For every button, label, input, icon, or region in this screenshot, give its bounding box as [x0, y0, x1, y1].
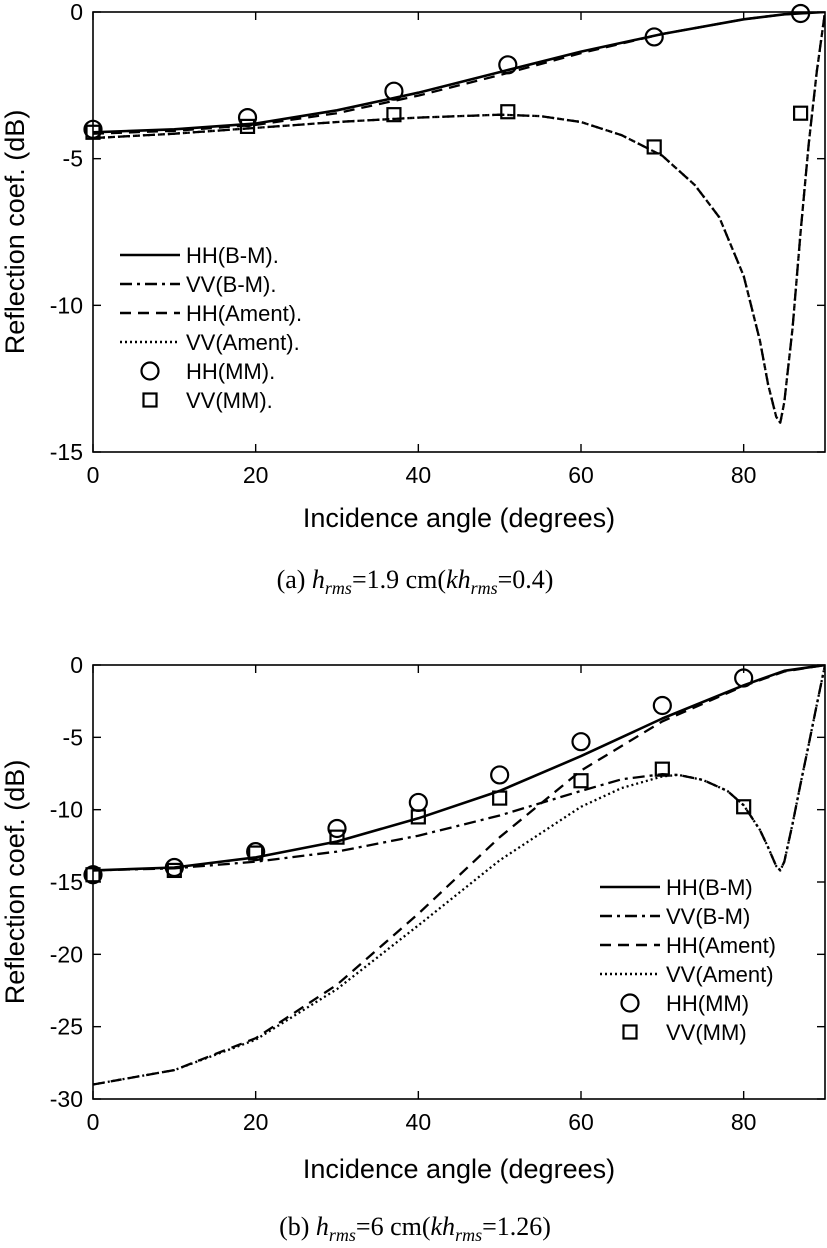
hh-mm-point	[237, 107, 258, 128]
y-tick-label: -15	[50, 439, 83, 465]
series-line-solid	[93, 12, 825, 134]
chart-b: 0 20 40 60 80 0 -5 -10 -15 -20 -25 -30 Incidence ang…	[0, 652, 826, 1245]
vv-mm-point	[248, 845, 264, 861]
vv-mm-point	[646, 139, 662, 155]
series-line-solid	[93, 665, 825, 872]
legend-label: VV(Ament).	[186, 330, 300, 355]
hh-mm-point	[644, 27, 664, 47]
y-tick-label: -10	[50, 292, 83, 318]
vv-mm-point	[329, 829, 345, 845]
legend-label: HH(MM)	[666, 991, 749, 1016]
legend-label: HH(MM).	[186, 359, 275, 384]
x-tick-label: 0	[87, 1109, 100, 1135]
vv-mm-point	[492, 790, 508, 806]
y-tick-label: 0	[70, 0, 83, 25]
y-tick-label: -15	[50, 869, 83, 895]
vv-mm-point	[573, 773, 589, 789]
vv-mm-point	[410, 809, 426, 825]
figure-caption: (b) hrms=6 cm(khrms=1.26)	[279, 1212, 551, 1245]
y-tick-label: -20	[50, 941, 83, 967]
vv-mm-point	[654, 761, 670, 777]
vv-mm-point	[166, 862, 182, 879]
y-axis-label: Reflection coef. (dB)	[0, 110, 30, 355]
vv-mm-point	[85, 124, 101, 140]
y-tick-label: -30	[50, 1086, 83, 1112]
legend-label: HH(Ament).	[186, 301, 302, 326]
legend-label: HH(Ament)	[666, 933, 776, 958]
series-line-dashed	[93, 665, 825, 1086]
y-tick-label: -5	[63, 724, 83, 750]
legend-label: HH(B-M)	[666, 875, 753, 900]
hh-mm-point	[734, 668, 754, 688]
vv-mm-point	[736, 799, 752, 815]
legend-marker-square	[622, 1024, 638, 1040]
hh-mm-point	[490, 765, 510, 785]
legend-label: VV(B-M).	[186, 272, 276, 297]
series-line-dotted	[93, 665, 825, 1086]
y-tick-label: 0	[70, 652, 83, 678]
hh-mm-point	[83, 865, 103, 885]
hh-mm-point	[327, 818, 347, 839]
legend-marker-circle	[140, 361, 160, 381]
y-tick-label: -5	[63, 146, 83, 172]
legend-marker-circle	[620, 993, 640, 1013]
x-tick-label: 0	[87, 462, 100, 488]
x-tick-label: 40	[406, 1109, 432, 1135]
y-axis-label: Reflection coef. (dB)	[0, 760, 30, 1005]
vv-mm-point	[386, 107, 402, 123]
x-tick-label: 20	[243, 1109, 269, 1135]
legend-label: VV(MM).	[186, 388, 273, 413]
x-axis-label: Incidence angle (degrees)	[303, 1154, 615, 1184]
figure-caption: (a) hrms=1.9 cm(khrms=0.4)	[277, 565, 554, 598]
plot-frame	[92, 11, 826, 453]
legend-marker-square	[142, 392, 158, 408]
x-tick-label: 80	[731, 1109, 757, 1135]
hh-mm-point	[498, 55, 518, 75]
x-tick-label: 40	[406, 462, 432, 488]
x-tick-label: 80	[731, 462, 757, 488]
legend-label: VV(B-M)	[666, 904, 750, 929]
x-tick-label: 60	[568, 462, 594, 488]
vv-mm-point	[239, 118, 256, 135]
legend-label: VV(Ament)	[666, 962, 774, 987]
hh-mm-point	[790, 3, 811, 24]
series-line-dotted	[93, 12, 825, 424]
legend: HH(B-M) VV(B-M) HH(Ament) VV(Ament) HH(MM) VV…	[600, 875, 776, 1045]
hh-mm-point	[408, 792, 428, 813]
series-group	[93, 12, 825, 424]
legend-label: VV(MM)	[666, 1020, 747, 1045]
vv-mm-point	[792, 105, 809, 121]
chart-a: 0 20 40 60 80 0 -5 -10 -15 Incidence angle (degre…	[0, 0, 826, 598]
series-line-dashdot	[93, 665, 825, 872]
y-tick-label: -10	[50, 797, 83, 823]
x-tick-label: 20	[243, 462, 269, 488]
hh-mm-point	[384, 81, 404, 101]
y-tick-label: -25	[50, 1014, 83, 1040]
series-line-dashed	[93, 12, 825, 135]
x-tick-label: 60	[568, 1109, 594, 1135]
legend: HH(B-M). VV(B-M). HH(Ament). VV(Ament). HH(M…	[120, 243, 302, 413]
vv-mm-point	[500, 104, 516, 120]
hh-mm-point	[652, 695, 672, 716]
hh-mm-point	[571, 732, 591, 752]
x-axis-label: Incidence angle (degrees)	[303, 503, 615, 533]
legend-label: HH(B-M).	[186, 243, 279, 268]
vv-mm-point	[85, 867, 101, 883]
